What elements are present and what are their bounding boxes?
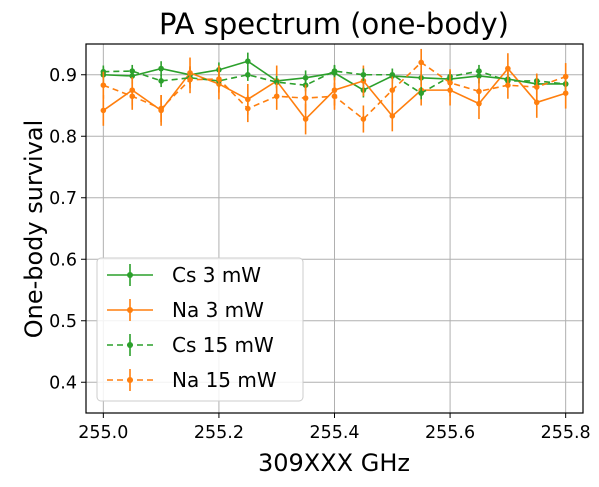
data-point: [389, 71, 396, 78]
x-tick-label: 255.8: [541, 423, 591, 443]
data-point: [302, 75, 309, 81]
plot-series: [100, 48, 569, 135]
legend-label: Na 15 mW: [172, 368, 277, 392]
data-point: [389, 113, 396, 119]
data-point: [158, 65, 164, 72]
y-tick-label: 0.4: [49, 373, 77, 393]
data-point: [158, 78, 164, 84]
data-point: [100, 82, 107, 89]
data-point: [476, 68, 482, 74]
data-point: [273, 93, 280, 100]
data-point: [360, 116, 367, 122]
data-point: [129, 68, 136, 74]
legend-swatch-marker: [127, 272, 133, 278]
data-point: [447, 79, 453, 86]
data-point: [418, 59, 424, 66]
y-axis-label: One-body survival: [20, 120, 48, 339]
data-point: [245, 105, 251, 112]
data-point: [389, 87, 396, 93]
y-tick-label: 0.7: [49, 189, 77, 209]
legend-label: Cs 3 mW: [172, 263, 261, 287]
data-point: [562, 90, 569, 96]
data-point: [562, 73, 569, 80]
data-point: [476, 88, 482, 95]
data-point: [360, 71, 367, 78]
legend-swatch-marker: [127, 307, 133, 313]
data-point: [418, 90, 424, 96]
data-point: [505, 65, 511, 72]
data-point: [505, 82, 511, 89]
data-point: [302, 95, 309, 101]
legend-entry: Na 15 mW: [107, 368, 277, 392]
data-point: [331, 93, 338, 100]
legend: Cs 3 mW Na 3 mW Cs 15 mW Na 15 mW: [96, 257, 304, 402]
legend-entry: Cs 15 mW: [107, 333, 274, 357]
data-point: [533, 84, 540, 90]
y-tick-label: 0.9: [49, 66, 77, 86]
x-tick-label: 255.4: [309, 423, 359, 443]
x-tick-label: 255.6: [425, 423, 475, 443]
data-point: [302, 116, 309, 122]
data-point: [100, 107, 107, 114]
chart-title: PA spectrum (one-body): [159, 7, 509, 41]
data-point: [331, 68, 338, 74]
legend-entry: Na 3 mW: [107, 298, 264, 322]
data-point: [245, 71, 251, 78]
series-na-15-mw: [100, 48, 569, 133]
legend-swatch-marker: [127, 342, 133, 348]
x-tick-label: 255.0: [78, 423, 128, 443]
data-point: [158, 105, 164, 112]
legend-box: [96, 257, 304, 402]
legend-swatch-marker: [127, 377, 133, 383]
legend-entry: Cs 3 mW: [107, 263, 261, 287]
x-tick-label: 255.2: [194, 423, 244, 443]
data-point: [273, 79, 280, 85]
y-tick-label: 0.8: [49, 127, 77, 147]
data-point: [216, 76, 222, 82]
data-point: [129, 93, 136, 100]
series-line: [103, 70, 566, 95]
data-point: [187, 76, 193, 83]
axis-ticks: 255.0 255.2 255.4 255.6 255.8 0.4 0.5 0.6 0.7 0.8…: [49, 66, 591, 443]
legend-label: Cs 15 mW: [172, 333, 274, 357]
legend-label: Na 3 mW: [172, 298, 264, 322]
x-axis-label: 309XXX GHz: [258, 449, 410, 477]
y-tick-label: 0.5: [49, 312, 77, 332]
data-point: [245, 58, 251, 65]
data-point: [533, 99, 540, 106]
y-tick-label: 0.6: [49, 250, 77, 270]
